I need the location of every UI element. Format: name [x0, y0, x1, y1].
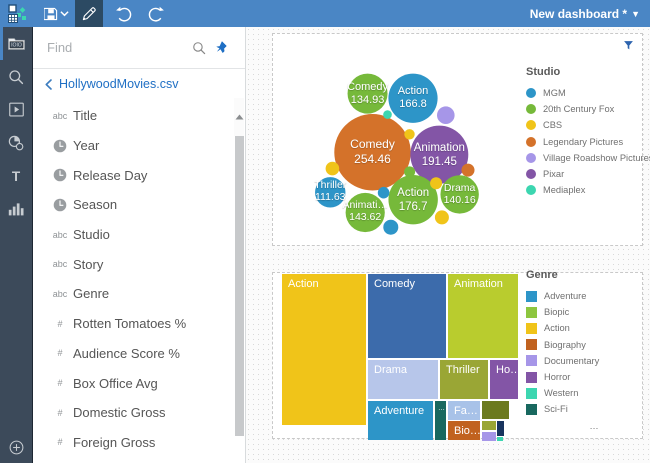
- svg-text:Thriller: Thriller: [314, 179, 347, 191]
- svg-text:Drama: Drama: [444, 182, 476, 194]
- svg-text:IOIO: IOIO: [11, 42, 22, 48]
- svg-text:Comedy: Comedy: [347, 81, 388, 93]
- svg-text:Action: Action: [397, 187, 429, 199]
- svg-text:176.7: 176.7: [399, 201, 428, 213]
- svg-text:140.16: 140.16: [444, 194, 476, 206]
- svg-text:254.46: 254.46: [354, 152, 391, 166]
- svg-text:143.62: 143.62: [349, 211, 381, 223]
- svg-text:111.63: 111.63: [315, 191, 346, 203]
- svg-text:Action: Action: [398, 85, 429, 97]
- svg-text:T: T: [12, 168, 21, 183]
- svg-text:Animati…: Animati…: [342, 199, 388, 211]
- svg-text:166.8: 166.8: [399, 98, 427, 110]
- svg-text:134.93: 134.93: [351, 94, 385, 106]
- svg-text:Animation: Animation: [414, 142, 465, 154]
- svg-text:191.45: 191.45: [422, 156, 457, 168]
- svg-text:Comedy: Comedy: [350, 137, 395, 151]
